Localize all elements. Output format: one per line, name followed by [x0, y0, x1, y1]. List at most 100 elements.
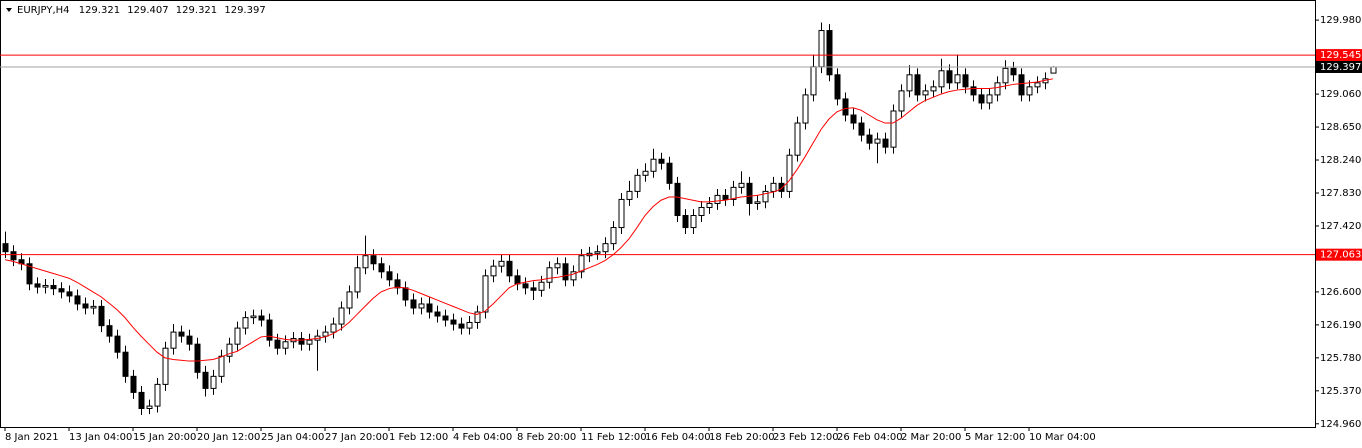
y-tick-label: 126.190: [1320, 320, 1361, 331]
candle-body: [394, 279, 401, 289]
candle-body: [242, 317, 249, 329]
candle-body: [826, 30, 833, 76]
candle-body: [978, 94, 985, 104]
candle-body: [138, 391, 145, 410]
candle-body: [730, 186, 737, 200]
x-tick-label: 4 Feb 04:00: [453, 432, 512, 443]
x-tick-label: 2 Mar 20:00: [901, 432, 961, 443]
candle-body: [2, 243, 9, 253]
candle-body: [346, 291, 353, 309]
x-tick-label: 18 Feb 20:00: [709, 432, 775, 443]
candle-body: [258, 315, 265, 321]
candle-body: [954, 74, 961, 84]
candle-body: [866, 134, 873, 144]
candle-body: [914, 74, 921, 96]
candle-body: [762, 190, 769, 203]
candle-body: [858, 122, 865, 136]
candle-body: [882, 138, 889, 148]
candle-body: [506, 260, 513, 277]
candle-body: [1010, 67, 1017, 76]
candle-body: [562, 263, 569, 281]
y-tick-label: 127.420: [1320, 221, 1361, 232]
candle-body: [58, 288, 65, 293]
candle-body: [722, 194, 729, 200]
candle-body: [10, 251, 17, 261]
candle-body: [890, 110, 897, 148]
candle-body: [594, 251, 601, 254]
last-open: 129.321: [79, 5, 120, 16]
candle-body: [1034, 82, 1041, 88]
moving-average: [4, 78, 1054, 362]
candle-body: [546, 267, 553, 283]
candle-body: [106, 325, 113, 337]
candle-body: [1002, 67, 1009, 84]
candle-body: [682, 215, 689, 229]
candle-body: [514, 275, 521, 285]
candle-body: [658, 158, 665, 164]
candle-body: [738, 182, 745, 188]
candle-body: [778, 182, 785, 192]
candle-body: [50, 284, 57, 290]
candle-body: [250, 315, 257, 319]
x-tick-label: 8 Feb 20:00: [517, 432, 576, 443]
x-tick-label: 15 Jan 20:00: [133, 432, 196, 443]
candle-body: [442, 315, 449, 321]
candle-body: [186, 335, 193, 345]
chart-title: EURJPY,H4 129.321 129.407 129.321 129.39…: [17, 5, 266, 16]
candle-body: [130, 375, 137, 393]
candle-body: [522, 283, 529, 289]
candle-body: [274, 339, 281, 349]
candle-body: [34, 283, 41, 288]
candle-body: [802, 94, 809, 124]
candle-body: [154, 383, 161, 407]
y-tick-label: 125.370: [1320, 386, 1361, 397]
candle-body: [946, 70, 953, 84]
candle-body: [1050, 66, 1057, 74]
menu-arrow[interactable]: [6, 8, 12, 12]
candle-body: [114, 335, 121, 353]
last-high: 129.407: [127, 5, 168, 16]
candle-body: [298, 338, 305, 345]
candle-body: [66, 291, 73, 297]
y-tick-label: 126.600: [1320, 287, 1361, 298]
candle-body: [234, 327, 241, 345]
candle-body: [482, 275, 489, 313]
candle-body: [378, 263, 385, 273]
level-label-box: [1316, 248, 1362, 261]
candle-body: [770, 182, 777, 192]
x-tick-label: 10 Mar 04:00: [1029, 432, 1096, 443]
candle-body: [634, 174, 641, 192]
candle-body: [426, 303, 433, 313]
candle-body: [386, 271, 393, 281]
x-tick-label: 26 Feb 04:00: [837, 432, 903, 443]
candle-body: [938, 70, 945, 88]
candle-body: [226, 343, 233, 357]
candle-body: [410, 299, 417, 309]
x-tick-label: 11 Feb 12:00: [581, 432, 647, 443]
candle-body: [370, 255, 377, 265]
level-label: 127.063: [1320, 250, 1361, 261]
candle-body: [170, 331, 177, 349]
candle-body: [706, 202, 713, 208]
y-tick-label: 128.240: [1320, 155, 1361, 166]
candle-body: [466, 321, 473, 329]
candle-body: [834, 74, 841, 100]
candle-body: [1026, 86, 1033, 96]
y-tick-label: 129.060: [1320, 89, 1361, 100]
candle-body: [618, 198, 625, 229]
x-tick-label: 27 Jan 20:00: [325, 432, 388, 443]
candle-body: [162, 347, 169, 385]
y-tick-label: 128.650: [1320, 122, 1361, 133]
symbol: EURJPY,H4: [17, 5, 70, 16]
candle-body: [402, 287, 409, 301]
x-tick-label: 1 Feb 12:00: [389, 432, 448, 443]
x-tick-label: 25 Jan 04:00: [261, 432, 324, 443]
candle-body: [418, 303, 425, 309]
current-price-box: [1316, 60, 1362, 73]
candle-body: [42, 284, 49, 288]
y-tick-label: 125.780: [1320, 353, 1361, 364]
candle-body: [82, 303, 89, 309]
candle-body: [810, 66, 817, 96]
candle-body: [650, 158, 657, 172]
level-label: 129.545: [1320, 50, 1361, 61]
